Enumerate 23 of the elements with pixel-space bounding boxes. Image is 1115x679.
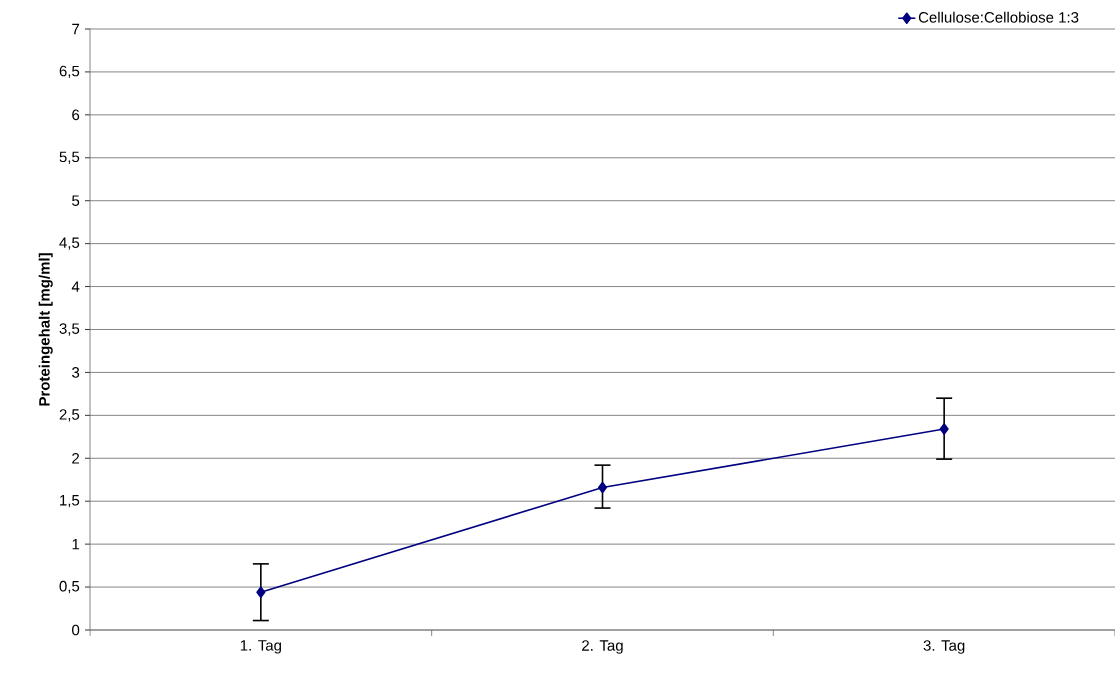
y-tick-label: 2	[72, 453, 80, 464]
point	[597, 481, 608, 494]
y-axis-title: Proteingehalt [mg/ml]	[38, 253, 53, 406]
y-tick-label: 3,5	[59, 323, 80, 336]
x-tick-label: 2. Tag	[582, 640, 623, 654]
x-tick-label: 1. Tag	[240, 640, 281, 654]
y-tick-label: 6,5	[59, 65, 80, 79]
y-tick-label: 1,5	[60, 495, 80, 508]
legend-label: Cellulose:Cellobiose 1:3	[918, 11, 1079, 23]
y-tick-label: 7	[72, 23, 80, 35]
y-tick-label: 0	[72, 624, 80, 636]
x-tick-label: 3. Tag	[923, 640, 965, 654]
y-tick-label: 0,5	[59, 580, 80, 594]
point	[939, 423, 949, 435]
y-tick-label: 3	[72, 367, 80, 378]
y-tick-label: 4,5	[59, 237, 80, 250]
y-tick-label: 6	[72, 109, 80, 121]
point	[256, 586, 266, 599]
y-tick-label: 2,5	[59, 409, 80, 422]
y-tick-label: 5	[72, 195, 80, 206]
y-tick-label: 1	[72, 538, 80, 550]
y-tick-label: 4	[71, 281, 80, 292]
y-tick-label: 5,5	[59, 151, 80, 164]
